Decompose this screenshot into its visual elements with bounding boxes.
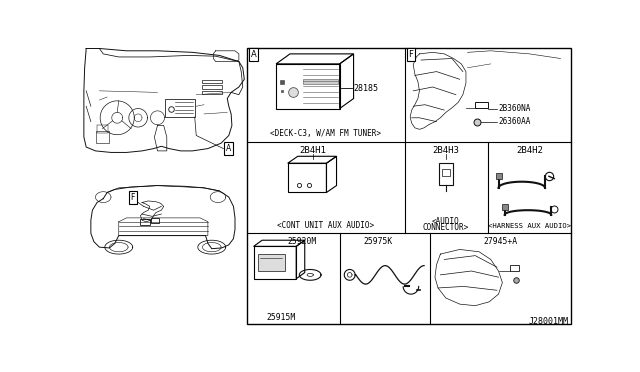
Text: <HARNESS AUX AUDIO>: <HARNESS AUX AUDIO> [488,222,571,228]
Text: <AUDIO: <AUDIO [432,217,460,226]
Text: A: A [251,50,257,59]
Text: <CONT UNIT AUX AUDIO>: <CONT UNIT AUX AUDIO> [277,221,374,230]
Text: 25920M: 25920M [288,237,317,246]
Text: J28001MM: J28001MM [528,317,568,326]
Text: 2B4H1: 2B4H1 [299,147,326,155]
Bar [510,265,520,271]
Bar [248,48,572,324]
Bar [476,102,488,108]
Text: F: F [408,50,413,59]
Text: 2B4H2: 2B4H2 [516,147,543,155]
Text: A: A [226,144,232,153]
Bar [442,169,450,176]
Text: 25915M: 25915M [267,313,296,322]
Text: 27945+A: 27945+A [484,237,518,246]
Bar [439,163,452,185]
Text: F: F [131,193,135,202]
Bar [97,125,108,133]
Bar [303,79,338,84]
Text: <DECK-C3, W/AM FM TUNER>: <DECK-C3, W/AM FM TUNER> [270,129,381,138]
Bar [202,91,222,94]
Text: 2B4H3: 2B4H3 [433,147,460,155]
Text: 25975K: 25975K [364,237,393,246]
Text: 26360AA: 26360AA [499,117,531,126]
Bar [151,218,159,223]
Text: CONNECTOR>: CONNECTOR> [422,222,469,232]
Bar [202,80,222,83]
Bar [140,219,150,225]
Text: 28185: 28185 [353,84,379,93]
Text: 2B360NA: 2B360NA [499,104,531,113]
Bar [95,131,109,143]
Bar [202,86,222,89]
Bar [259,254,285,271]
Bar [165,99,195,117]
